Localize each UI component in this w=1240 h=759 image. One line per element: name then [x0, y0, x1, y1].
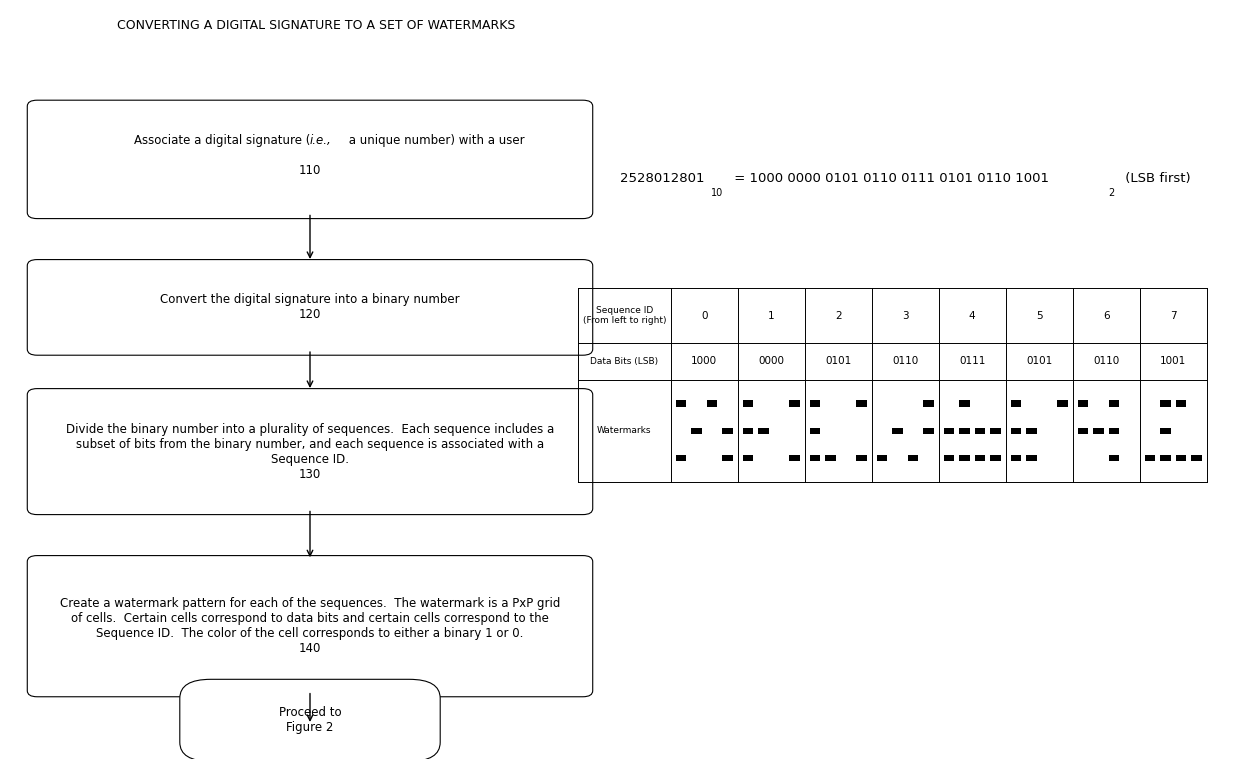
Bar [759, 427, 769, 434]
Text: CONVERTING A DIGITAL SIGNATURE TO A SET OF WATERMARKS: CONVERTING A DIGITAL SIGNATURE TO A SET … [117, 19, 516, 32]
Text: 2: 2 [1109, 187, 1115, 198]
Bar [810, 455, 821, 461]
Text: 0110: 0110 [892, 356, 919, 367]
Bar [743, 455, 754, 461]
Bar [810, 400, 821, 407]
Bar [1161, 400, 1171, 407]
Bar [923, 427, 934, 434]
Text: 0: 0 [701, 310, 708, 321]
Bar [944, 427, 955, 434]
Bar [743, 400, 754, 407]
Text: 3: 3 [901, 310, 909, 321]
Bar [1161, 455, 1171, 461]
Bar [893, 427, 903, 434]
Bar [908, 455, 918, 461]
Bar [676, 455, 687, 461]
Bar [1109, 455, 1118, 461]
Text: 110: 110 [299, 164, 321, 178]
Bar [1161, 427, 1171, 434]
FancyBboxPatch shape [27, 389, 593, 515]
Bar [790, 400, 800, 407]
Bar [1176, 455, 1185, 461]
Text: 2: 2 [835, 310, 842, 321]
Text: 4: 4 [968, 310, 976, 321]
Text: 5: 5 [1035, 310, 1043, 321]
Text: Divide the binary number into a plurality of sequences.  Each sequence includes : Divide the binary number into a pluralit… [66, 423, 554, 480]
Text: Convert the digital signature into a binary number
120: Convert the digital signature into a bin… [160, 294, 460, 321]
Bar [1058, 400, 1068, 407]
Bar [960, 455, 970, 461]
FancyBboxPatch shape [180, 679, 440, 759]
Bar [990, 427, 1001, 434]
Text: 0101: 0101 [1025, 356, 1053, 367]
Text: Sequence ID
(From left to right): Sequence ID (From left to right) [583, 306, 666, 326]
Bar [1109, 427, 1118, 434]
Text: 6: 6 [1102, 310, 1110, 321]
Bar [1011, 455, 1022, 461]
Bar [975, 455, 985, 461]
Bar [856, 455, 867, 461]
Text: Proceed to
Figure 2: Proceed to Figure 2 [279, 707, 341, 734]
Bar [1109, 400, 1118, 407]
Bar [944, 455, 955, 461]
Bar [960, 427, 970, 434]
Bar [1145, 455, 1156, 461]
Bar [722, 455, 733, 461]
Text: Create a watermark pattern for each of the sequences.  The watermark is a PxP gr: Create a watermark pattern for each of t… [60, 597, 560, 655]
Bar [1078, 427, 1089, 434]
Bar [826, 455, 836, 461]
Bar [1025, 455, 1037, 461]
Bar [1190, 455, 1202, 461]
Bar [1176, 400, 1185, 407]
Bar [1011, 427, 1022, 434]
Text: 7: 7 [1169, 310, 1177, 321]
Text: a unique number) with a user: a unique number) with a user [345, 134, 525, 147]
FancyBboxPatch shape [27, 100, 593, 219]
Text: Associate a digital signature (: Associate a digital signature ( [134, 134, 310, 147]
Text: 1001: 1001 [1159, 356, 1187, 367]
Text: 0101: 0101 [825, 356, 852, 367]
Text: Watermarks: Watermarks [598, 427, 651, 435]
Text: (LSB first): (LSB first) [1121, 172, 1190, 185]
Text: Data Bits (LSB): Data Bits (LSB) [590, 357, 658, 366]
Text: 0110: 0110 [1092, 356, 1120, 367]
Bar [923, 400, 934, 407]
Bar [810, 427, 821, 434]
Text: 2528012801: 2528012801 [620, 172, 704, 185]
Bar [975, 427, 985, 434]
Bar [877, 455, 888, 461]
Text: 0000: 0000 [759, 356, 784, 367]
Bar [1011, 400, 1022, 407]
Text: 0111: 0111 [959, 356, 986, 367]
Bar [960, 400, 970, 407]
Bar [707, 400, 717, 407]
Text: i.e.,: i.e., [310, 134, 332, 147]
Bar [722, 427, 733, 434]
FancyBboxPatch shape [27, 260, 593, 355]
Bar [856, 400, 867, 407]
Bar [1025, 427, 1037, 434]
Bar [1094, 427, 1104, 434]
Text: 1000: 1000 [691, 356, 718, 367]
Text: 1: 1 [768, 310, 775, 321]
Bar [676, 400, 687, 407]
Text: = 1000 0000 0101 0110 0111 0101 0110 1001: = 1000 0000 0101 0110 0111 0101 0110 100… [730, 172, 1049, 185]
Text: 10: 10 [711, 187, 723, 198]
Bar [743, 427, 754, 434]
Bar [692, 427, 702, 434]
FancyBboxPatch shape [27, 556, 593, 697]
Bar [990, 455, 1001, 461]
Bar [790, 455, 800, 461]
Bar [1078, 400, 1089, 407]
